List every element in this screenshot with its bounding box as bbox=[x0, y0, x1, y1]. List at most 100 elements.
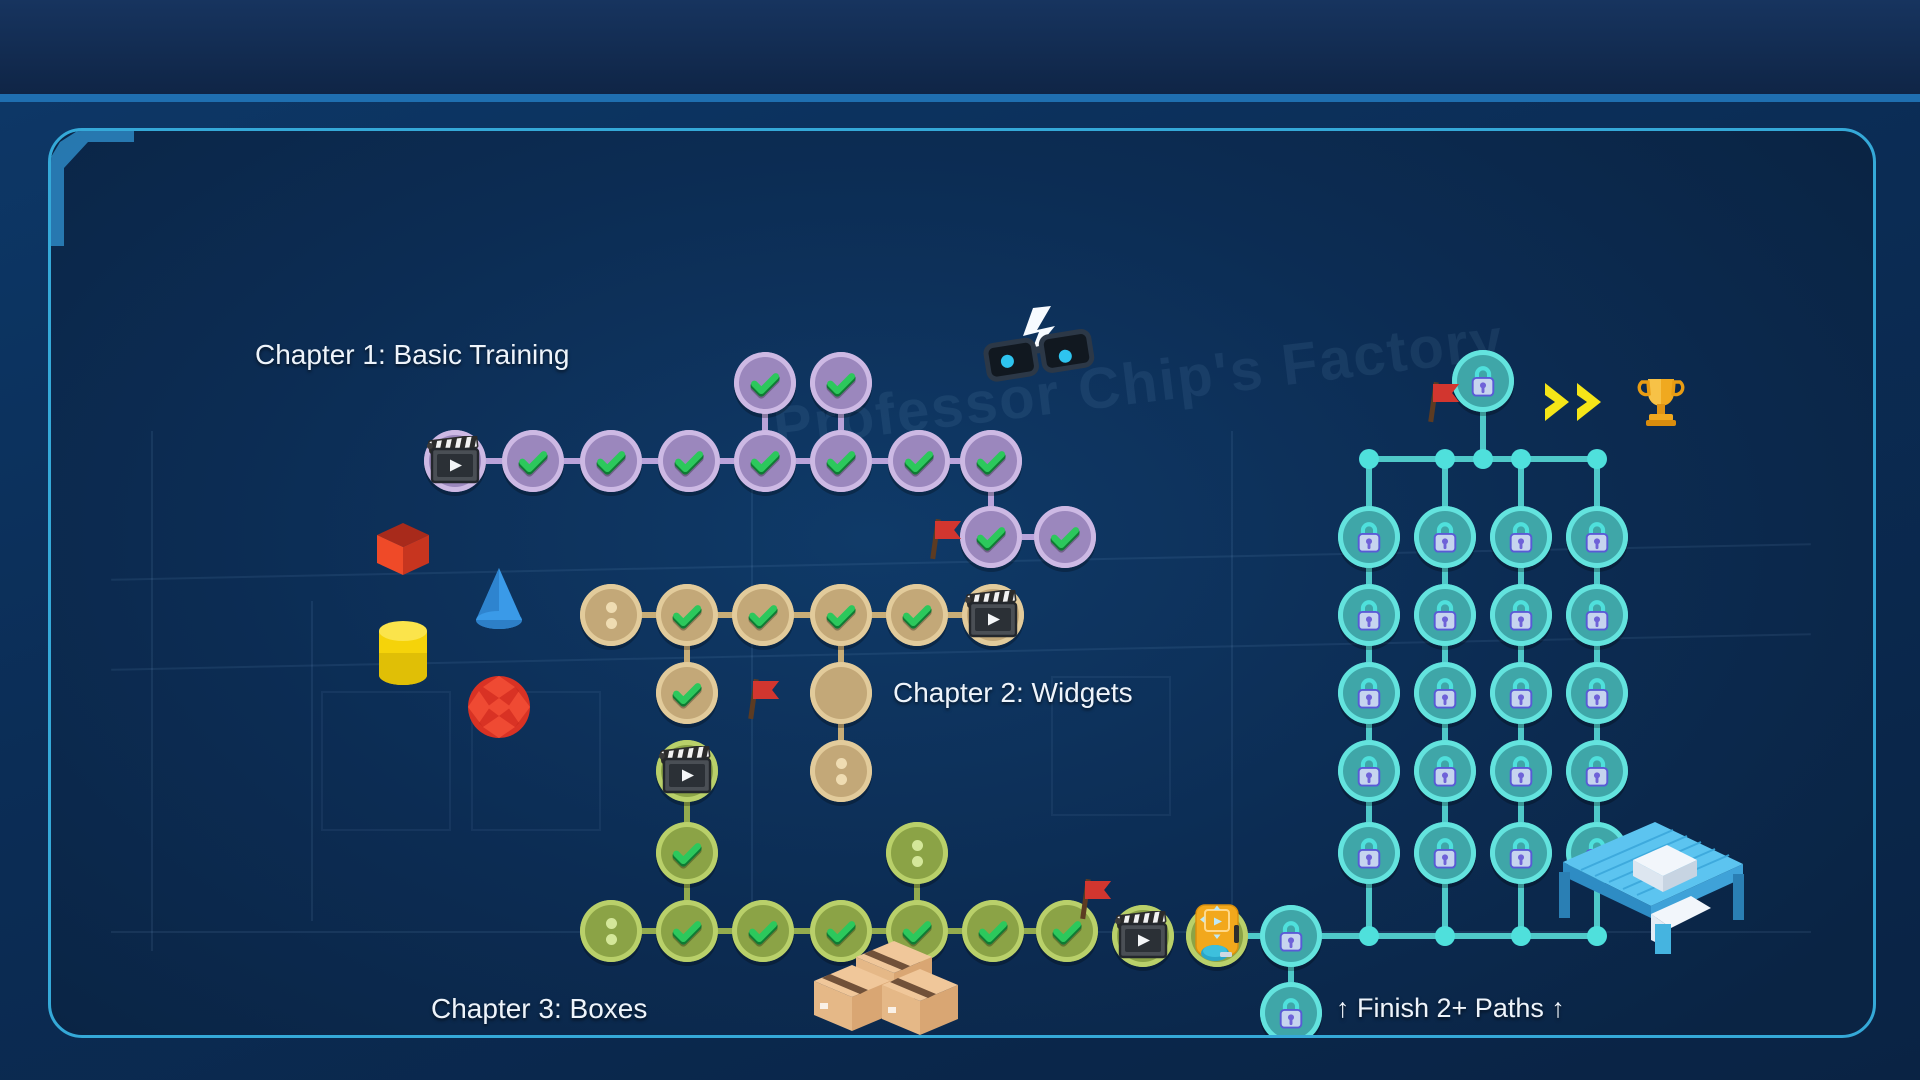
level-node-completed[interactable] bbox=[656, 822, 718, 884]
trophy-icon bbox=[1633, 373, 1689, 434]
level-node-locked[interactable] bbox=[1566, 584, 1628, 646]
level-node-completed[interactable] bbox=[810, 900, 872, 962]
path-edge bbox=[1366, 853, 1372, 936]
path-edge bbox=[991, 534, 1065, 540]
path-edge bbox=[684, 771, 690, 853]
level-node-locked-dots[interactable] bbox=[886, 822, 948, 884]
level-node-locked[interactable] bbox=[1490, 506, 1552, 568]
lock-icon bbox=[1509, 756, 1533, 787]
flag-marker-icon bbox=[1421, 376, 1467, 429]
dots-icon bbox=[605, 917, 617, 945]
level-node-completed[interactable] bbox=[732, 584, 794, 646]
level-node-completed[interactable] bbox=[888, 430, 950, 492]
path-edge bbox=[838, 615, 844, 693]
level-node-locked[interactable] bbox=[1260, 982, 1322, 1035]
level-node-locked[interactable] bbox=[1414, 822, 1476, 884]
path-edge bbox=[1366, 459, 1372, 853]
check-icon bbox=[904, 451, 934, 475]
check-icon bbox=[750, 451, 780, 475]
level-node-locked[interactable] bbox=[1490, 584, 1552, 646]
level-node-locked[interactable] bbox=[1338, 740, 1400, 802]
path-edge bbox=[841, 928, 917, 934]
level-node-locked[interactable] bbox=[1490, 740, 1552, 802]
level-node-locked[interactable] bbox=[1414, 506, 1476, 568]
path-edge bbox=[914, 853, 920, 931]
check-icon bbox=[672, 921, 702, 945]
level-node-completed[interactable] bbox=[886, 900, 948, 962]
level-node-completed[interactable] bbox=[962, 900, 1024, 962]
level-node-locked[interactable] bbox=[1566, 740, 1628, 802]
level-node-completed[interactable] bbox=[656, 900, 718, 962]
path-junction-dot bbox=[1473, 449, 1493, 469]
path-edge bbox=[763, 928, 841, 934]
level-node-completed[interactable] bbox=[658, 430, 720, 492]
path-junction-dot bbox=[1587, 926, 1607, 946]
level-node-completed[interactable] bbox=[886, 584, 948, 646]
level-node-locked[interactable] bbox=[1414, 584, 1476, 646]
check-icon bbox=[672, 683, 702, 707]
level-node-completed[interactable] bbox=[502, 430, 564, 492]
level-node-completed[interactable] bbox=[810, 430, 872, 492]
level-node-completed[interactable] bbox=[1036, 900, 1098, 962]
level-node-locked-dots[interactable] bbox=[580, 584, 642, 646]
blueprint-line bbox=[151, 431, 153, 951]
level-node-locked[interactable] bbox=[1490, 822, 1552, 884]
level-node-locked[interactable] bbox=[1566, 822, 1628, 884]
level-node-locked[interactable] bbox=[1338, 662, 1400, 724]
chapter-3-label: Chapter 3: Boxes bbox=[431, 993, 648, 1024]
path-edge bbox=[455, 458, 533, 464]
double-chevron-right-icon bbox=[1541, 379, 1619, 430]
path-edge bbox=[841, 612, 917, 618]
path-edge bbox=[687, 612, 763, 618]
level-node-locked[interactable] bbox=[1566, 662, 1628, 724]
level-node-completed[interactable] bbox=[732, 900, 794, 962]
level-node-locked[interactable] bbox=[1338, 506, 1400, 568]
level-node-locked-dots[interactable] bbox=[580, 900, 642, 962]
level-node-video[interactable] bbox=[656, 740, 718, 802]
level-node-completed[interactable] bbox=[960, 506, 1022, 568]
level-node-locked[interactable] bbox=[1338, 822, 1400, 884]
level-node-video[interactable] bbox=[1112, 905, 1174, 967]
level-node-completed[interactable] bbox=[580, 430, 642, 492]
chapter-2-label: Chapter 2: Widgets bbox=[893, 677, 1133, 708]
path-edge bbox=[765, 458, 841, 464]
check-icon bbox=[672, 843, 702, 867]
level-node-robot[interactable] bbox=[1186, 904, 1248, 967]
level-node-empty[interactable] bbox=[810, 662, 872, 724]
path-edge bbox=[533, 458, 611, 464]
lock-icon bbox=[1357, 522, 1381, 553]
path-junction-dot bbox=[1359, 926, 1379, 946]
lock-icon bbox=[1585, 522, 1609, 553]
lock-icon bbox=[1585, 756, 1609, 787]
flag-marker-icon bbox=[1073, 873, 1119, 926]
level-node-completed[interactable] bbox=[734, 352, 796, 414]
level-node-completed[interactable] bbox=[734, 430, 796, 492]
path-edge bbox=[762, 383, 768, 461]
level-node-completed[interactable] bbox=[656, 662, 718, 724]
level-node-video[interactable] bbox=[424, 430, 486, 492]
level-node-video[interactable] bbox=[962, 584, 1024, 646]
level-node-completed[interactable] bbox=[960, 430, 1022, 492]
path-edge bbox=[611, 612, 687, 618]
level-node-locked-dots[interactable] bbox=[810, 740, 872, 802]
path-edge bbox=[763, 612, 841, 618]
level-node-locked[interactable] bbox=[1490, 662, 1552, 724]
level-node-locked[interactable] bbox=[1338, 584, 1400, 646]
level-node-completed[interactable] bbox=[1034, 506, 1096, 568]
level-node-locked[interactable] bbox=[1414, 662, 1476, 724]
path-edge bbox=[684, 615, 690, 693]
level-node-completed[interactable] bbox=[810, 584, 872, 646]
level-node-completed[interactable] bbox=[810, 352, 872, 414]
map-stage: Professor Chip's Factory bbox=[0, 102, 1920, 1080]
dots-icon bbox=[605, 601, 617, 629]
blueprint-line bbox=[751, 431, 753, 951]
check-icon bbox=[902, 921, 932, 945]
level-node-locked[interactable] bbox=[1260, 905, 1322, 967]
chapter-1-label: Chapter 1: Basic Training bbox=[255, 339, 570, 370]
level-node-locked[interactable] bbox=[1414, 740, 1476, 802]
level-node-locked[interactable] bbox=[1452, 350, 1514, 412]
lock-icon bbox=[1279, 998, 1303, 1029]
check-icon bbox=[976, 527, 1006, 551]
level-node-completed[interactable] bbox=[656, 584, 718, 646]
level-node-locked[interactable] bbox=[1566, 506, 1628, 568]
